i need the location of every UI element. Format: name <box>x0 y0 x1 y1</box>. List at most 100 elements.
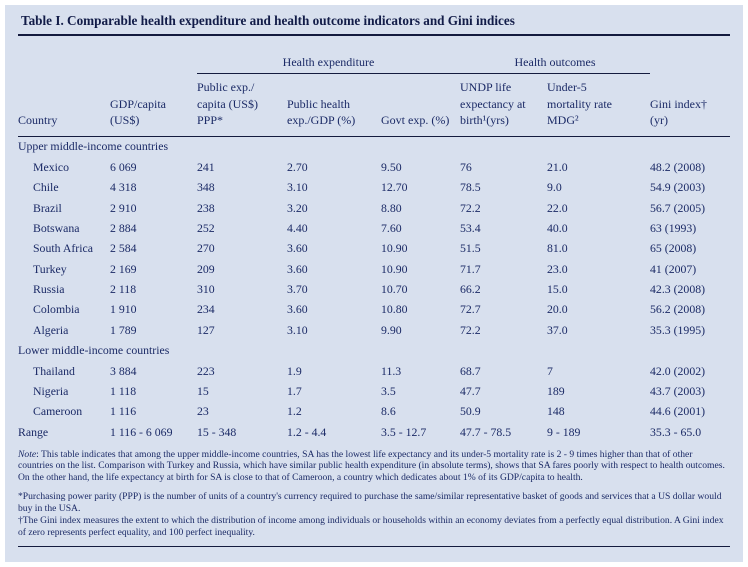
col-header-public-exp-capita: Public exp./ capita (US$) PPP* <box>197 73 287 137</box>
bottom-rule <box>18 545 730 547</box>
table-row: Chile 4 318 348 3.10 12.70 78.5 9.0 54.9… <box>18 177 730 197</box>
group-header-spacer <box>18 36 197 74</box>
cell-country: Range <box>18 424 49 439</box>
cell-life-expectancy: 68.7 <box>460 363 481 378</box>
cell-public-exp-capita: 15 <box>197 384 209 399</box>
cell-public-exp-capita: 252 <box>197 220 215 235</box>
cell-public-health-exp-gdp: 2.70 <box>287 159 308 174</box>
cell-public-exp-capita: 15 - 348 <box>197 424 237 439</box>
table-header: Health expenditure Health outcomes Count… <box>18 36 731 137</box>
table-note: Note: This table indicates that among th… <box>18 449 730 485</box>
cell-public-health-exp-gdp: 3.60 <box>287 241 308 256</box>
title-rule <box>18 34 730 36</box>
cell-under5-mortality: 148 <box>547 404 565 419</box>
cell-public-exp-capita: 238 <box>197 200 215 215</box>
cell-public-health-exp-gdp: 4.40 <box>287 220 308 235</box>
cell-gdp-capita: 1 116 <box>110 404 137 419</box>
cell-gini-index: 56.7 (2005) <box>650 200 706 215</box>
column-header-row: Country GDP/capita (US$) Public exp./ ca… <box>18 73 731 137</box>
cell-under5-mortality: 21.0 <box>547 159 568 174</box>
cell-public-health-exp-gdp: 3.60 <box>287 261 308 276</box>
table-row: Algeria 1 789 127 3.10 9.90 72.2 37.0 35… <box>18 320 730 340</box>
col-header-life-expectancy: UNDP life expectancy at birth¹(yrs) <box>460 73 547 137</box>
col-header-gini-index: Gini index† (yr) <box>650 73 731 137</box>
group-header-label: Health expenditure <box>282 55 375 69</box>
cell-gdp-capita: 1 789 <box>110 322 137 337</box>
cell-country: Turkey <box>33 261 67 276</box>
cell-public-health-exp-gdp: 1.2 <box>287 404 302 419</box>
cell-life-expectancy: 47.7 - 78.5 <box>460 424 512 439</box>
cell-life-expectancy: 50.9 <box>460 404 481 419</box>
cell-life-expectancy: 47.7 <box>460 384 481 399</box>
note-body: : This table indicates that among the up… <box>18 448 725 484</box>
cell-public-health-exp-gdp: 3.20 <box>287 200 308 215</box>
cell-gini-index: 42.0 (2002) <box>650 363 706 378</box>
cell-life-expectancy: 72.2 <box>460 200 481 215</box>
cell-govt-exp: 10.80 <box>381 302 408 317</box>
cell-public-exp-capita: 310 <box>197 282 215 297</box>
footnote-gini: †The Gini index measures the extent to w… <box>18 514 724 538</box>
table-body: Upper middle-income countries Mexico 6 0… <box>18 136 730 442</box>
group-header-label: Health outcomes <box>514 55 596 69</box>
group-header-row: Health expenditure Health outcomes <box>18 36 730 74</box>
cell-life-expectancy: 72.2 <box>460 322 481 337</box>
cell-gdp-capita: 6 069 <box>110 159 137 174</box>
cell-country: Cameroon <box>33 404 83 419</box>
table-row: Russia 2 118 310 3.70 10.70 66.2 15.0 42… <box>18 279 730 299</box>
cell-public-exp-capita: 348 <box>197 180 215 195</box>
cell-life-expectancy: 66.2 <box>460 282 481 297</box>
cell-under5-mortality: 40.0 <box>547 220 568 235</box>
cell-public-exp-capita: 270 <box>197 241 215 256</box>
section-row: Upper middle-income countries <box>18 136 730 157</box>
cell-country: Nigeria <box>33 384 69 399</box>
cell-public-health-exp-gdp: 1.9 <box>287 363 302 378</box>
col-header-gdp-capita: GDP/capita (US$) <box>110 73 197 137</box>
table-row: South Africa 2 584 270 3.60 10.90 51.5 8… <box>18 239 730 259</box>
cell-under5-mortality: 37.0 <box>547 322 568 337</box>
cell-country: South Africa <box>33 241 93 256</box>
cell-gdp-capita: 2 884 <box>110 220 137 235</box>
cell-country: Botswana <box>33 220 80 235</box>
cell-public-health-exp-gdp: 1.7 <box>287 384 302 399</box>
health-indicators-table: Health expenditure Health outcomes Count… <box>18 36 731 443</box>
cell-gini-index: 41 (2007) <box>650 261 697 276</box>
cell-public-health-exp-gdp: 3.60 <box>287 302 308 317</box>
cell-gdp-capita: 2 910 <box>110 200 137 215</box>
group-header-spacer <box>650 36 730 74</box>
group-header-health-expenditure: Health expenditure <box>197 36 460 74</box>
cell-under5-mortality: 81.0 <box>547 241 568 256</box>
cell-govt-exp: 12.70 <box>381 180 408 195</box>
cell-public-exp-capita: 127 <box>197 322 215 337</box>
cell-gini-index: 35.3 (1995) <box>650 322 706 337</box>
col-header-under5-mortality: Under-5 mortality rate MDG² <box>547 73 651 137</box>
footnote-group: *Purchasing power parity (PPP) is the nu… <box>18 491 730 539</box>
cell-public-exp-capita: 241 <box>197 159 215 174</box>
section-label: Upper middle-income countries <box>18 139 169 154</box>
section-label: Lower middle-income countries <box>18 343 170 358</box>
cell-gdp-capita: 1 116 - 6 069 <box>110 424 173 439</box>
cell-public-exp-capita: 234 <box>197 302 215 317</box>
table-row: Mexico 6 069 241 2.70 9.50 76 21.0 48.2 … <box>18 157 730 177</box>
cell-gdp-capita: 2 169 <box>110 261 137 276</box>
cell-gini-index: 54.9 (2003) <box>650 180 706 195</box>
cell-gini-index: 43.7 (2003) <box>650 384 706 399</box>
cell-public-health-exp-gdp: 3.10 <box>287 180 308 195</box>
cell-public-exp-capita: 223 <box>197 363 215 378</box>
cell-public-health-exp-gdp: 3.70 <box>287 282 308 297</box>
table-row: Cameroon 1 116 23 1.2 8.6 50.9 148 44.6 … <box>18 402 730 422</box>
cell-gini-index: 65 (2008) <box>650 241 697 256</box>
notes-block: Note: This table indicates that among th… <box>18 449 730 539</box>
cell-public-exp-capita: 23 <box>197 404 209 419</box>
cell-govt-exp: 3.5 - 12.7 <box>381 424 427 439</box>
cell-govt-exp: 8.6 <box>381 404 396 419</box>
cell-govt-exp: 10.90 <box>381 241 408 256</box>
cell-gdp-capita: 4 318 <box>110 180 137 195</box>
cell-gini-index: 48.2 (2008) <box>650 159 706 174</box>
cell-govt-exp: 9.90 <box>381 322 402 337</box>
cell-govt-exp: 7.60 <box>381 220 402 235</box>
table-title: Table I. Comparable health expenditure a… <box>21 13 515 28</box>
col-header-country: Country <box>18 73 110 137</box>
cell-govt-exp: 9.50 <box>381 159 402 174</box>
table-row: Botswana 2 884 252 4.40 7.60 53.4 40.0 6… <box>18 218 730 238</box>
cell-public-health-exp-gdp: 1.2 - 4.4 <box>287 424 327 439</box>
